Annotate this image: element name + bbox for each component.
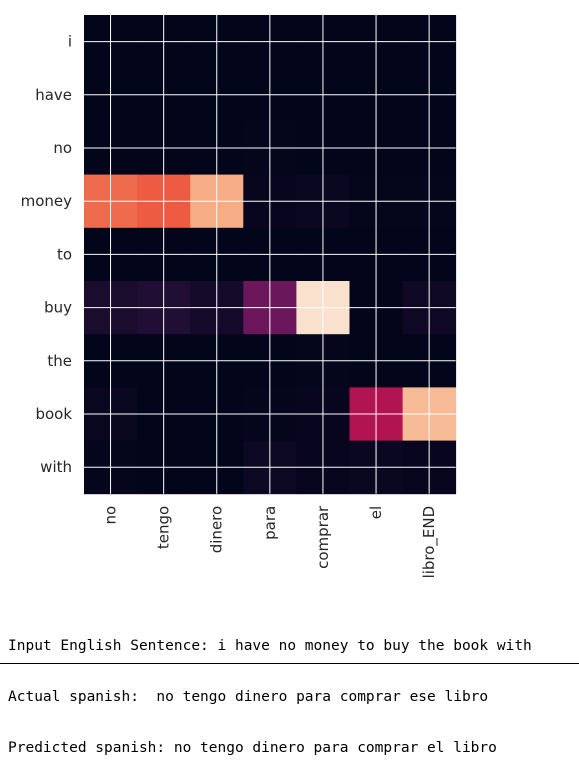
x-tick-label: no <box>102 506 120 525</box>
y-tick-label: money <box>21 192 73 210</box>
y-tick-label: have <box>35 86 72 104</box>
predicted-translation-line: Predicted spanish: no tengo dinero para … <box>8 740 497 756</box>
input-sentence-line: Input English Sentence: i have no money … <box>8 638 532 654</box>
x-tick-label: dinero <box>208 506 226 553</box>
x-tick-label: comprar <box>314 505 332 569</box>
output-divider <box>0 663 579 664</box>
x-tick-label: tengo <box>155 506 173 549</box>
y-axis: i have no money to buy the book with <box>21 33 73 477</box>
y-tick-label: buy <box>44 299 72 317</box>
x-tick-label: libro_END <box>420 506 439 579</box>
y-tick-label: i <box>68 33 72 51</box>
heatmap-grid <box>84 15 456 494</box>
y-tick-label: no <box>53 139 72 157</box>
x-axis: no tengo dinero para comprar el libro_END <box>102 505 440 578</box>
y-tick-label: with <box>40 458 72 476</box>
attention-heatmap: i have no money to buy the book with no tengo dine… <box>21 15 457 578</box>
y-tick-label: to <box>57 245 72 263</box>
x-tick-label: el <box>367 506 385 519</box>
actual-translation-line: Actual spanish: no tengo dinero para com… <box>8 689 489 705</box>
y-tick-label: the <box>47 352 72 370</box>
x-tick-label: para <box>261 506 279 540</box>
console-output: Input English Sentence: i have no money … <box>8 604 532 774</box>
y-tick-label: book <box>35 405 72 423</box>
